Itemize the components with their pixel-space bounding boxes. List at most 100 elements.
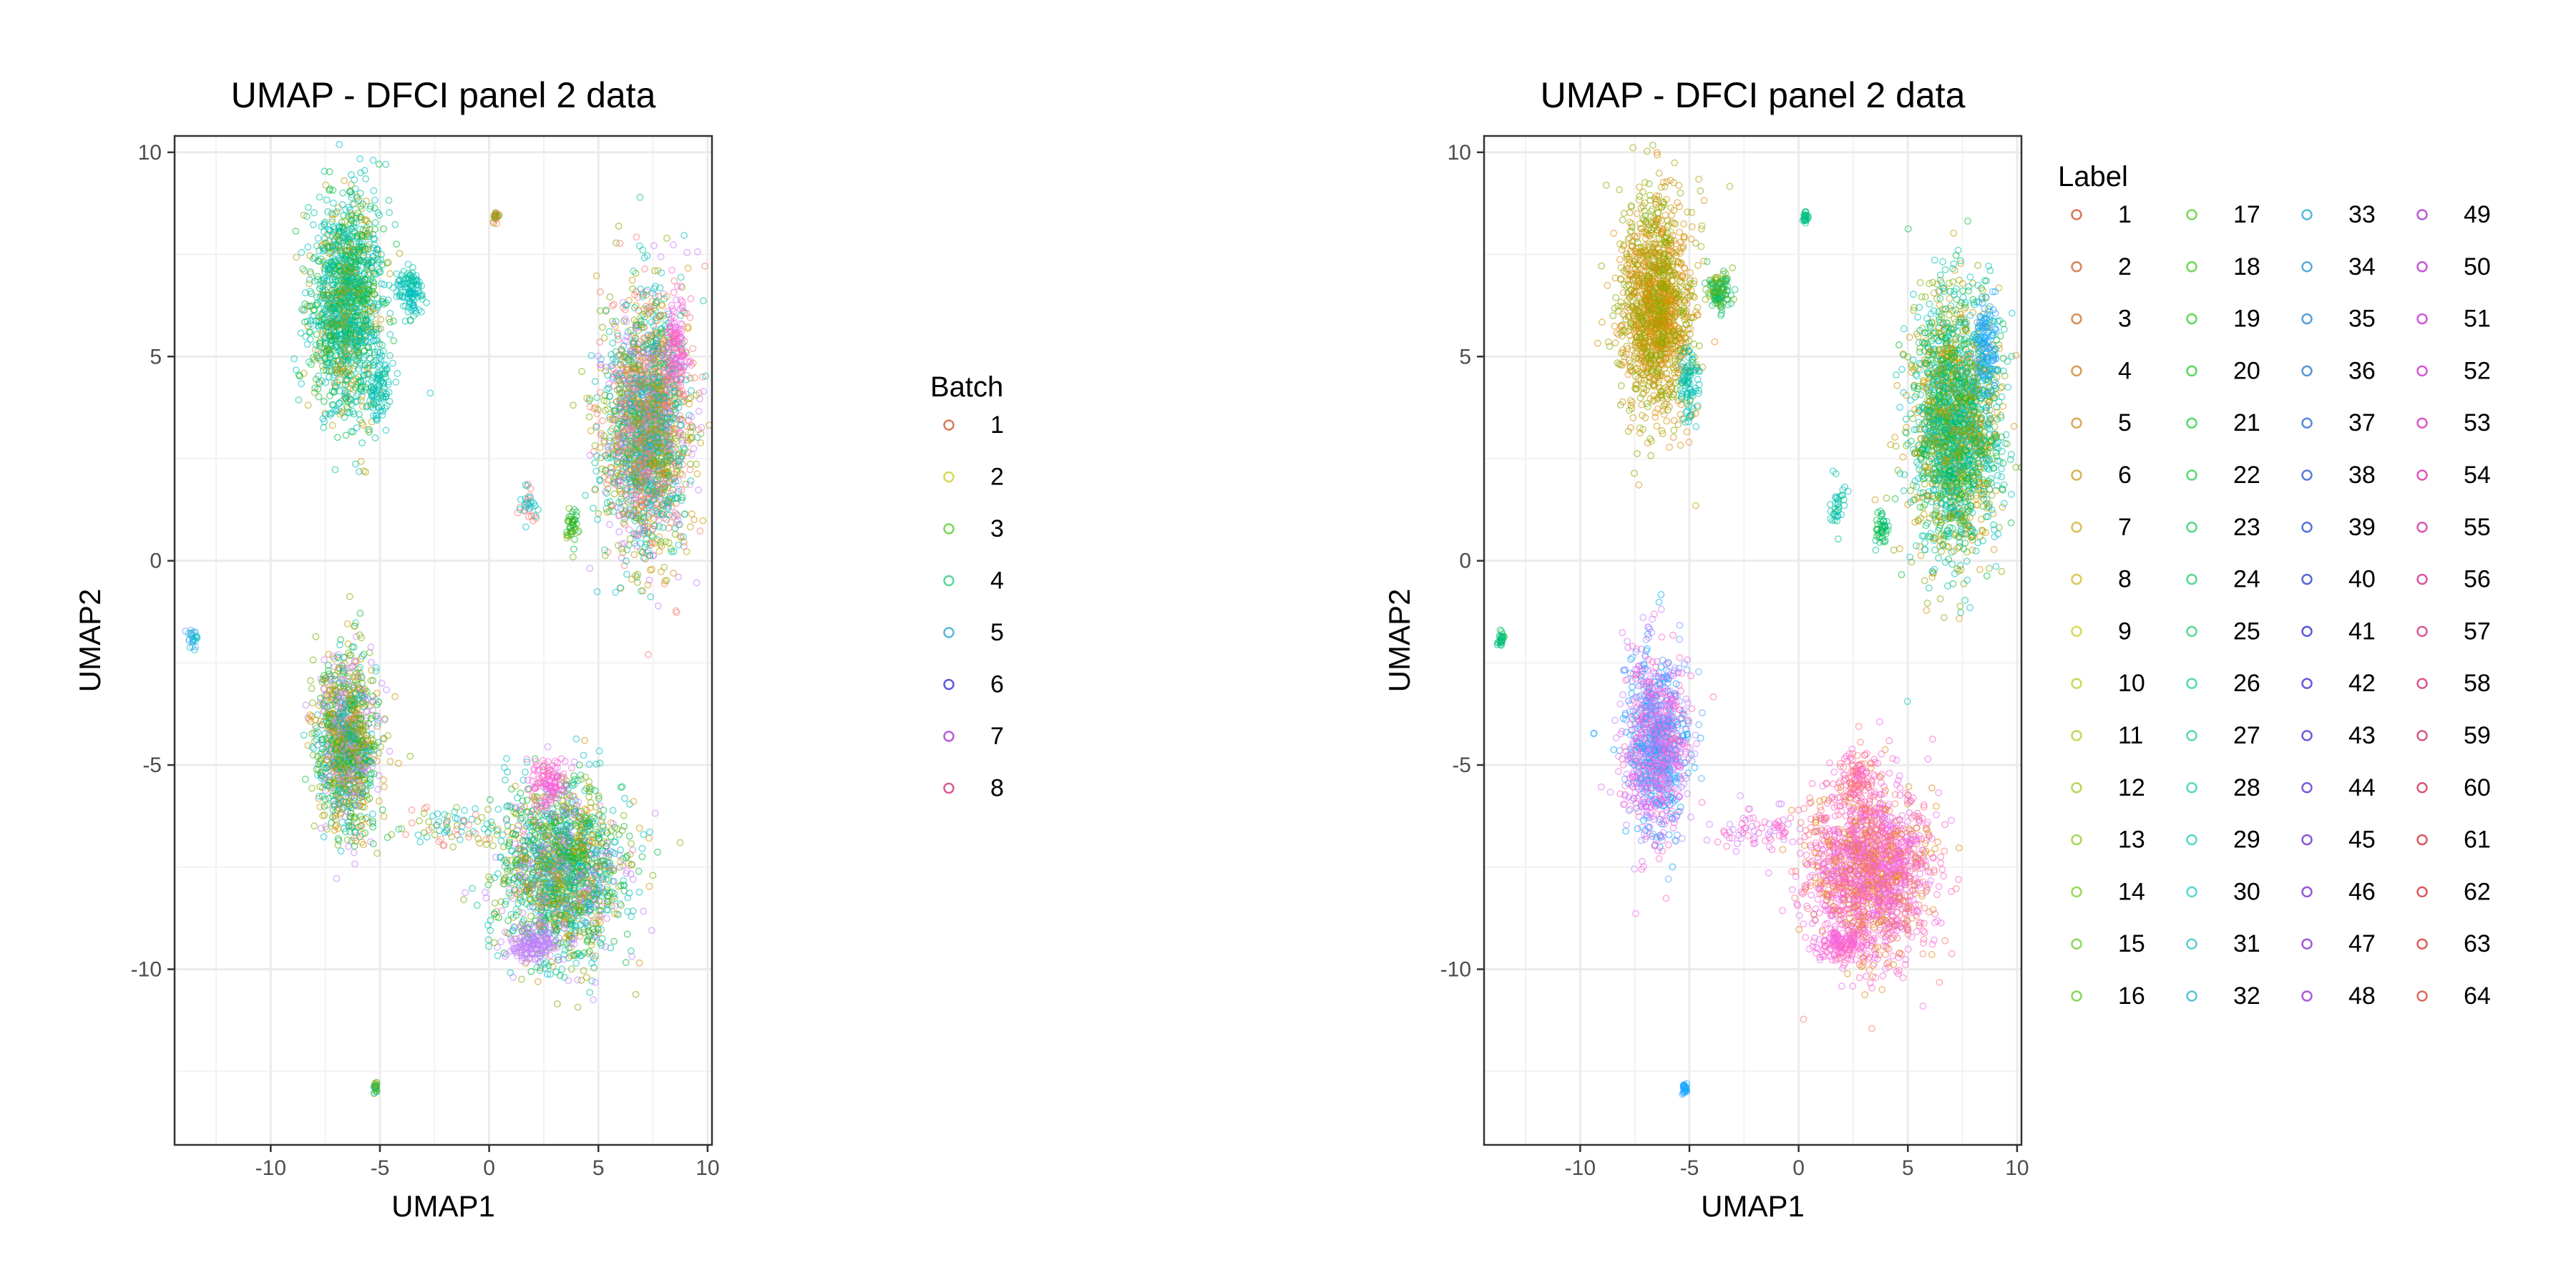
data-point <box>338 200 346 208</box>
data-point <box>353 192 361 200</box>
data-point <box>291 355 298 363</box>
data-point <box>306 268 314 275</box>
data-point <box>315 393 323 401</box>
data-point <box>350 317 358 325</box>
data-point <box>369 253 376 260</box>
points-layer <box>182 140 725 1098</box>
data-point <box>339 357 347 365</box>
data-point <box>333 232 341 240</box>
data-point <box>353 337 361 345</box>
data-point <box>338 397 346 405</box>
data-point <box>318 362 326 370</box>
data-point <box>321 220 328 228</box>
data-point <box>358 232 366 240</box>
data-point <box>356 468 363 475</box>
data-point <box>386 318 394 326</box>
data-point <box>292 228 300 235</box>
data-point <box>333 365 341 373</box>
data-point <box>347 171 355 179</box>
data-point <box>338 353 346 361</box>
data-point <box>346 187 353 195</box>
data-point <box>326 226 334 234</box>
data-point <box>331 326 338 333</box>
data-point <box>329 374 337 381</box>
data-point <box>370 187 378 195</box>
data-point <box>364 259 372 267</box>
data-point <box>309 221 317 229</box>
data-point <box>386 270 394 278</box>
data-point <box>359 300 367 308</box>
data-point <box>393 240 401 248</box>
data-point <box>313 299 321 307</box>
data-point <box>328 243 336 250</box>
data-point <box>306 288 314 296</box>
data-point <box>367 203 375 210</box>
data-point <box>382 160 390 168</box>
data-point <box>332 343 340 351</box>
data-point <box>358 439 366 447</box>
data-point <box>328 291 336 298</box>
data-point <box>331 466 339 474</box>
data-point <box>377 316 385 323</box>
data-point <box>338 260 346 267</box>
data-point <box>353 301 361 308</box>
data-point <box>329 186 337 194</box>
data-point <box>314 301 322 308</box>
data-point <box>356 376 364 384</box>
data-point <box>341 414 348 421</box>
data-point <box>366 287 374 295</box>
data-point <box>341 328 348 335</box>
data-point <box>375 325 383 333</box>
data-point <box>306 252 314 260</box>
data-point <box>374 209 382 217</box>
data-point <box>386 331 394 338</box>
data-point <box>338 239 346 247</box>
data-point <box>326 346 333 353</box>
data-point <box>360 467 368 475</box>
data-point <box>426 389 434 397</box>
data-point <box>366 226 374 234</box>
data-point <box>370 279 378 287</box>
data-point <box>346 247 353 255</box>
data-point <box>374 336 381 344</box>
data-point <box>295 396 303 404</box>
data-point <box>377 250 385 258</box>
data-point <box>364 245 372 253</box>
data-point <box>352 211 360 219</box>
data-point <box>323 196 331 204</box>
data-point <box>320 366 328 374</box>
data-point <box>362 175 369 182</box>
data-point <box>716 369 722 375</box>
data-point <box>380 225 388 233</box>
data-point <box>299 265 307 273</box>
data-point <box>354 210 362 217</box>
data-point <box>347 427 355 435</box>
data-point <box>340 229 348 237</box>
data-point <box>367 333 375 341</box>
data-point <box>304 243 312 251</box>
data-point <box>314 235 322 243</box>
data-point <box>372 306 379 314</box>
plot-panel <box>175 136 712 1145</box>
data-point <box>325 359 333 367</box>
data-point <box>329 261 337 269</box>
data-point <box>719 458 725 464</box>
data-point <box>352 384 360 391</box>
data-point <box>312 341 320 348</box>
data-point <box>356 359 364 367</box>
data-point <box>346 331 354 338</box>
data-point <box>358 403 366 411</box>
data-point <box>321 265 329 273</box>
data-point <box>324 208 332 215</box>
data-point <box>333 247 340 254</box>
data-point <box>350 219 358 227</box>
data-point <box>320 279 328 287</box>
data-point <box>379 296 387 303</box>
data-point <box>321 354 328 362</box>
data-point <box>297 329 305 337</box>
data-point <box>342 381 349 389</box>
data-point <box>354 391 362 399</box>
data-point <box>328 421 336 429</box>
data-point <box>311 209 318 217</box>
